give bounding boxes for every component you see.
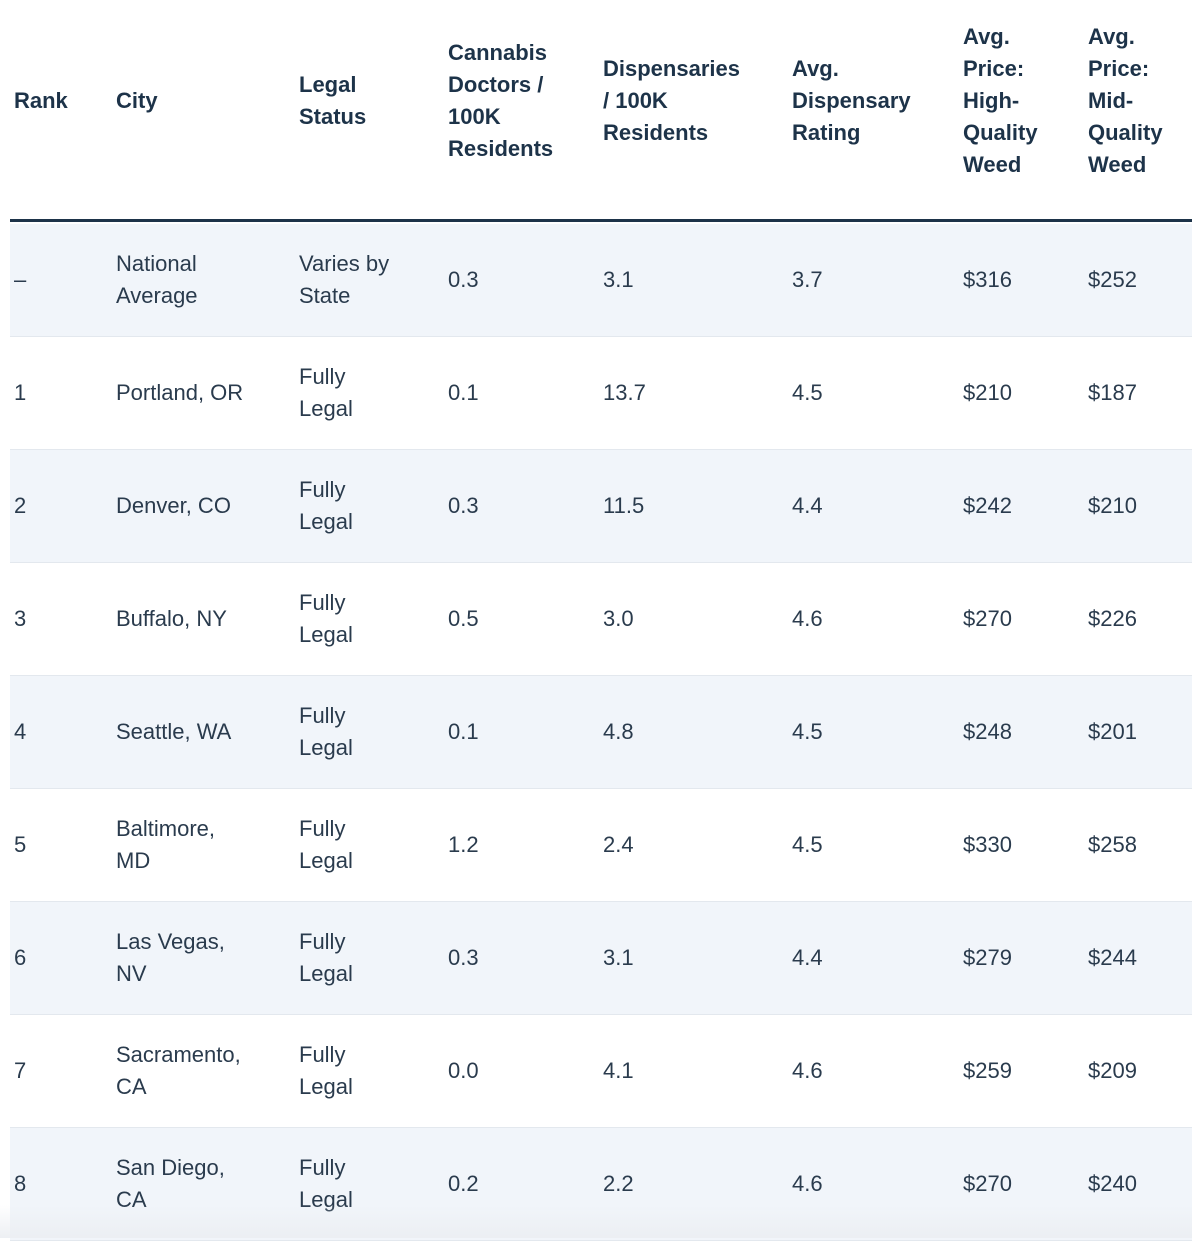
- city-cell: Portland, OR: [116, 380, 244, 405]
- rank-cell: 1: [14, 380, 27, 405]
- table-row: – National Average Varies by State 0.3 3.1 3.…: [10, 224, 1192, 337]
- header-legal-status: Legal Status: [299, 72, 367, 129]
- table-row: 6 Las Vegas, NV Fully Legal 0.3 3.1 4.4 $279 $2…: [10, 902, 1192, 1015]
- price-high-cell: $259: [963, 1058, 1012, 1083]
- price-mid-cell: $240: [1088, 1171, 1137, 1196]
- price-mid-cell: $201: [1088, 719, 1137, 744]
- rating-cell: 4.4: [792, 493, 823, 518]
- doctors-cell: 0.3: [448, 267, 479, 292]
- rating-cell: 4.4: [792, 945, 823, 970]
- city-cell: San Diego, CA: [116, 1155, 225, 1212]
- table-row: 5 Baltimore, MD Fully Legal 1.2 2.4 4.5 $330 $2…: [10, 789, 1192, 902]
- dispensaries-cell: 3.0: [603, 606, 634, 631]
- legal-status-cell: Fully Legal: [299, 1042, 353, 1099]
- price-high-cell: $270: [963, 1171, 1012, 1196]
- header-rank: Rank: [14, 88, 68, 113]
- rating-cell: 3.7: [792, 267, 823, 292]
- price-mid-cell: $252: [1088, 267, 1137, 292]
- price-high-cell: $316: [963, 267, 1012, 292]
- rating-cell: 4.6: [792, 1058, 823, 1083]
- header-cannabis-doctors: Cannabis Doctors / 100K Residents: [448, 40, 554, 161]
- legal-status-cell: Fully Legal: [299, 364, 353, 421]
- city-cell: Denver, CO: [116, 493, 231, 518]
- header-divider: [10, 219, 1192, 222]
- header-price-mid-quality: Avg. Price: Mid- Quality Weed: [1088, 24, 1163, 177]
- doctors-cell: 0.1: [448, 719, 479, 744]
- legal-status-cell: Fully Legal: [299, 477, 353, 534]
- dispensaries-cell: 4.8: [603, 719, 634, 744]
- price-high-cell: $330: [963, 832, 1012, 857]
- rank-cell: 8: [14, 1171, 27, 1196]
- table-row: 4 Seattle, WA Fully Legal 0.1 4.8 4.5 $248 $201: [10, 676, 1192, 789]
- header-dispensary-rating: Avg. Dispensary Rating: [792, 56, 911, 145]
- legal-status-cell: Fully Legal: [299, 1155, 353, 1212]
- price-high-cell: $279: [963, 945, 1012, 970]
- price-mid-cell: $187: [1088, 380, 1137, 405]
- city-cell: Sacramento, CA: [116, 1042, 241, 1099]
- rating-cell: 4.6: [792, 1171, 823, 1196]
- price-mid-cell: $226: [1088, 606, 1137, 631]
- rating-cell: 4.5: [792, 719, 823, 744]
- city-cell: Seattle, WA: [116, 719, 232, 744]
- rank-cell: 3: [14, 606, 27, 631]
- doctors-cell: 1.2: [448, 832, 479, 857]
- price-mid-cell: $258: [1088, 832, 1137, 857]
- price-mid-cell: $210: [1088, 493, 1137, 518]
- legal-status-cell: Fully Legal: [299, 703, 353, 760]
- doctors-cell: 0.2: [448, 1171, 479, 1196]
- legal-status-cell: Fully Legal: [299, 929, 353, 986]
- price-high-cell: $270: [963, 606, 1012, 631]
- table-header-row: Rank City Legal Status Cannabis Doctors …: [0, 0, 1192, 220]
- header-city: City: [116, 88, 158, 113]
- rank-cell: 2: [14, 493, 27, 518]
- doctors-cell: 0.5: [448, 606, 479, 631]
- header-price-high-quality: Avg. Price: High- Quality Weed: [963, 24, 1038, 177]
- rating-cell: 4.5: [792, 380, 823, 405]
- rating-cell: 4.5: [792, 832, 823, 857]
- table-row: 3 Buffalo, NY Fully Legal 0.5 3.0 4.6 $270 $226: [10, 563, 1192, 676]
- price-mid-cell: $244: [1088, 945, 1137, 970]
- table-row: 2 Denver, CO Fully Legal 0.3 11.5 4.4 $242 $210: [10, 450, 1192, 563]
- city-cell: National Average: [116, 251, 198, 308]
- dispensaries-cell: 11.5: [603, 493, 645, 518]
- doctors-cell: 0.1: [448, 380, 479, 405]
- legal-status-cell: Fully Legal: [299, 816, 353, 873]
- price-high-cell: $242: [963, 493, 1012, 518]
- dispensaries-cell: 13.7: [603, 380, 646, 405]
- doctors-cell: 0.3: [448, 493, 479, 518]
- doctors-cell: 0.0: [448, 1058, 479, 1083]
- rank-cell: 4: [14, 719, 27, 744]
- table-row: 7 Sacramento, CA Fully Legal 0.0 4.1 4.6 $259 $…: [10, 1015, 1192, 1128]
- dispensaries-cell: 2.4: [603, 832, 634, 857]
- rank-cell: 5: [14, 832, 27, 857]
- rating-cell: 4.6: [792, 606, 823, 631]
- table-row: 8 San Diego, CA Fully Legal 0.2 2.2 4.6 $270 $2…: [10, 1128, 1192, 1241]
- legal-status-cell: Varies by State: [299, 251, 390, 308]
- rank-cell: 6: [14, 945, 27, 970]
- legal-status-cell: Fully Legal: [299, 590, 353, 647]
- header-dispensaries: Dispensaries / 100K Residents: [603, 56, 740, 145]
- rank-cell: –: [14, 267, 27, 292]
- doctors-cell: 0.3: [448, 945, 479, 970]
- city-cell: Buffalo, NY: [116, 606, 227, 631]
- price-mid-cell: $209: [1088, 1058, 1137, 1083]
- city-cell: Baltimore, MD: [116, 816, 216, 873]
- dispensaries-cell: 2.2: [603, 1171, 634, 1196]
- dispensaries-cell: 3.1: [603, 267, 634, 292]
- price-high-cell: $210: [963, 380, 1012, 405]
- dispensaries-cell: 3.1: [603, 945, 634, 970]
- dispensaries-cell: 4.1: [603, 1058, 634, 1083]
- table-row: 1 Portland, OR Fully Legal 0.1 13.7 4.5 $210 $1…: [10, 337, 1192, 450]
- rank-cell: 7: [14, 1058, 27, 1083]
- price-high-cell: $248: [963, 719, 1012, 744]
- city-cell: Las Vegas, NV: [116, 929, 225, 986]
